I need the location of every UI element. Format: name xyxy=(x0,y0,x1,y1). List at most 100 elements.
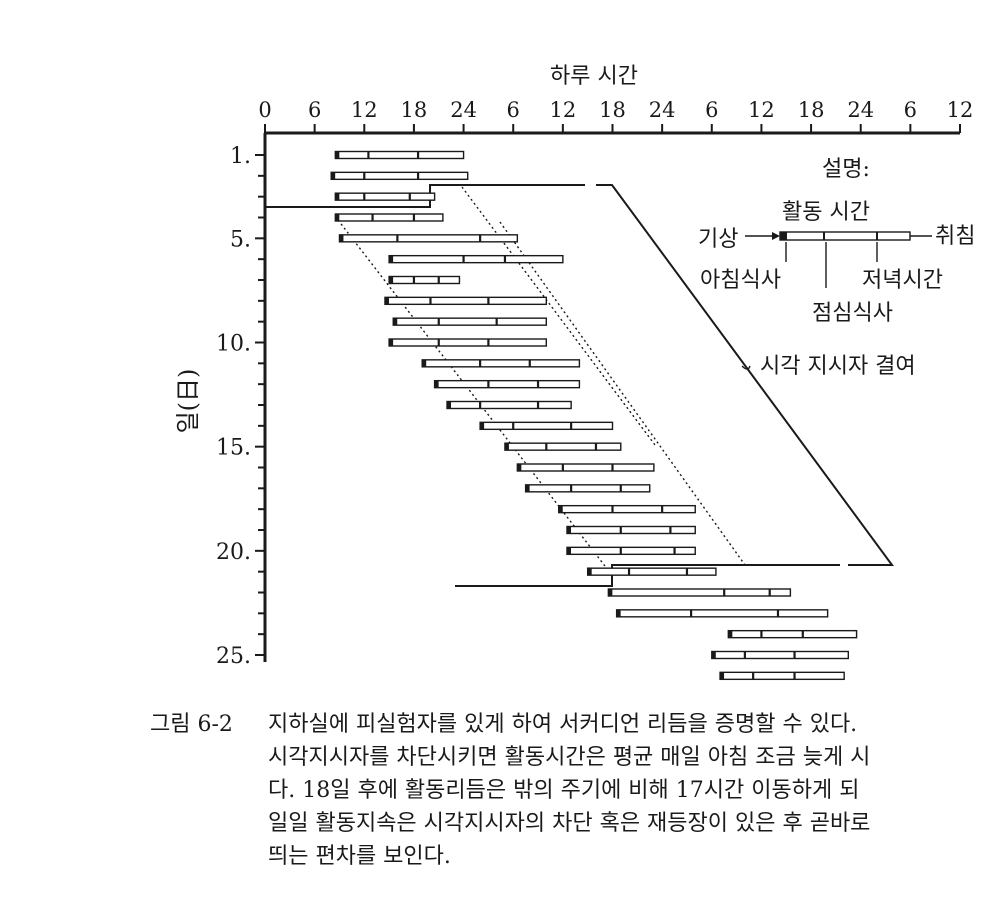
legend-wake-arrowhead xyxy=(772,232,780,240)
wake-marker xyxy=(517,464,522,471)
day-row xyxy=(334,213,444,222)
x-tick-label: 18 xyxy=(401,98,428,122)
x-tick-label: 24 xyxy=(649,98,676,122)
dotted-boundary-left xyxy=(337,219,609,571)
day-row xyxy=(516,463,655,472)
wake-marker xyxy=(608,589,613,596)
activity-bar xyxy=(334,192,436,201)
day-row xyxy=(421,359,581,368)
y-tick-label: 20. xyxy=(216,540,251,565)
day-row xyxy=(446,400,572,410)
day-row xyxy=(384,296,548,306)
left-axis-ticks: 1. 5. 10. 15. 20. 25. xyxy=(216,144,265,669)
day-row xyxy=(615,609,829,618)
top-axis-title: 하루 시간 xyxy=(550,64,638,89)
legend-activity-time: 활동 시간 xyxy=(782,200,870,225)
legend-breakfast-label: 아침식사 xyxy=(700,268,781,293)
wake-marker xyxy=(525,484,530,492)
caption-line-1: 지하실에 피실험자를 있게 하여 서커디언 리듬을 증명할 수 있다. xyxy=(268,712,858,737)
legend-wake-label: 기상 xyxy=(698,227,738,252)
wake-marker xyxy=(558,505,563,513)
activity-bar xyxy=(446,400,572,410)
x-tick-label: 18 xyxy=(599,98,626,122)
activity-bar xyxy=(421,359,581,368)
activity-bar xyxy=(566,525,696,535)
dotted-boundary-middle xyxy=(461,186,656,446)
day-row xyxy=(524,484,651,493)
day-row xyxy=(388,338,548,347)
activity-bar xyxy=(338,234,519,243)
activity-bar xyxy=(384,296,548,306)
wake-marker xyxy=(447,401,452,409)
caption-line-5: 띄는 편차를 보인다. xyxy=(268,844,451,869)
y-tick-label: 15. xyxy=(216,436,251,461)
activity-bar xyxy=(388,254,564,264)
x-tick-label: 12 xyxy=(549,98,576,122)
day-row xyxy=(586,567,717,576)
day-row xyxy=(607,588,792,597)
wake-marker xyxy=(720,672,725,680)
activity-bar xyxy=(388,275,461,285)
activity-bar xyxy=(479,421,614,431)
day-row xyxy=(566,546,696,556)
x-tick-label: 6 xyxy=(705,98,718,122)
legend-title: 설명: xyxy=(822,157,870,182)
wake-marker xyxy=(422,359,427,367)
wake-marker xyxy=(587,568,592,576)
activity-bar xyxy=(727,629,858,639)
x-tick-label: 0 xyxy=(258,98,271,122)
wake-marker xyxy=(711,651,716,659)
x-tick-label: 24 xyxy=(450,98,477,122)
wake-marker xyxy=(335,151,340,159)
day-row xyxy=(433,379,581,389)
wake-marker xyxy=(616,609,621,617)
activity-bar xyxy=(334,150,465,160)
wake-marker xyxy=(339,234,344,242)
day-row xyxy=(334,150,465,160)
day-row xyxy=(388,275,461,285)
wake-marker xyxy=(504,443,509,451)
activity-bar xyxy=(615,609,829,618)
activity-bar xyxy=(388,338,548,347)
day-row xyxy=(334,192,436,201)
legend-sleep-label: 취침 xyxy=(935,224,975,249)
x-tick-label: 18 xyxy=(798,98,825,122)
wake-marker xyxy=(728,630,733,638)
wake-marker xyxy=(389,255,394,263)
wake-marker xyxy=(434,380,439,388)
legend: 설명: 활동 시간 기상 취침 아침식사 저녁시간 점심식사 xyxy=(698,157,975,326)
activity-bar xyxy=(504,442,622,451)
day-row xyxy=(338,234,519,243)
day-row xyxy=(388,254,564,264)
day-row xyxy=(330,171,469,181)
activity-bar xyxy=(558,504,696,514)
wake-marker xyxy=(335,193,340,201)
x-tick-label: 24 xyxy=(847,98,874,122)
caption-line-2: 시각지시자를 차단시키면 활동시간은 평균 매일 아침 조금 늦게 시 xyxy=(268,745,871,770)
wake-marker xyxy=(331,172,336,180)
activity-bars xyxy=(330,150,858,681)
day-row xyxy=(504,442,622,451)
wake-marker xyxy=(335,214,340,221)
activity-bar xyxy=(607,588,792,597)
activity-bar xyxy=(433,379,581,389)
wake-marker xyxy=(480,422,485,430)
day-row xyxy=(392,317,548,326)
annotation-leader xyxy=(741,365,751,370)
y-axis-title: 일(日) xyxy=(174,369,202,434)
y-tick-label: 5. xyxy=(230,227,251,252)
activity-bar xyxy=(334,213,444,222)
annotation-label: 시각 지시자 결여 xyxy=(760,354,916,379)
day-row xyxy=(727,629,858,639)
wake-marker xyxy=(389,276,394,284)
day-row xyxy=(479,421,614,431)
x-tick-label: 6 xyxy=(308,98,321,122)
x-tick-label: 6 xyxy=(507,98,520,122)
day-row xyxy=(558,504,696,514)
dotted-boundary-right xyxy=(499,221,746,566)
wake-marker xyxy=(566,547,571,555)
isolation-envelope-line xyxy=(596,184,894,566)
legend-lunch-label: 점심식사 xyxy=(812,301,893,326)
legend-dinner-label: 저녁시간 xyxy=(862,268,943,293)
caption-line-4: 일일 활동지속은 시각지시자의 차단 혹은 재등장이 있은 후 곧바로 xyxy=(268,811,871,836)
